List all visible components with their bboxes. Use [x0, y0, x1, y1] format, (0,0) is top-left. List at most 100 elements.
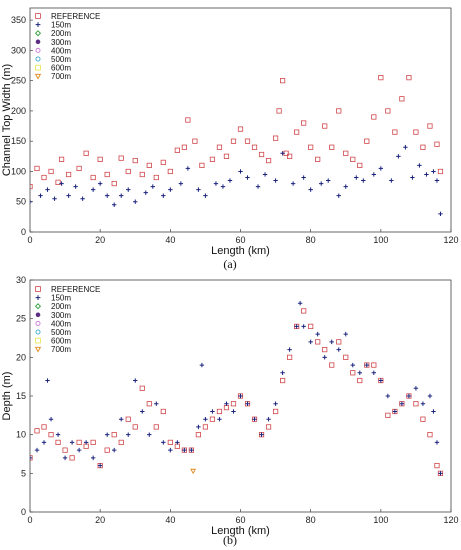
data-point-reference	[118, 155, 124, 161]
data-point-reference	[132, 157, 138, 164]
data-point-reference	[371, 362, 377, 368]
data-point-150m	[266, 417, 271, 422]
legend-label: 500m	[51, 55, 71, 64]
data-point-reference	[209, 416, 216, 422]
data-point-150m	[189, 447, 194, 453]
data-point-150m	[326, 178, 331, 183]
data-point-reference	[83, 150, 89, 156]
y-tick-label: 200	[11, 106, 26, 116]
y-tick-label: 0	[21, 227, 26, 237]
data-point-reference	[279, 78, 286, 84]
data-point-reference	[185, 117, 191, 123]
data-point-reference	[437, 168, 444, 175]
data-point-150m	[175, 440, 180, 445]
data-point-150m	[290, 181, 296, 186]
data-point-150m	[97, 181, 103, 186]
data-point-150m	[238, 393, 243, 399]
data-point-reference	[343, 354, 349, 360]
data-point-reference	[420, 416, 426, 422]
data-point-150m	[112, 202, 117, 207]
data-point-150m	[252, 417, 257, 422]
data-point-150m	[354, 175, 359, 180]
data-point-150m	[66, 193, 71, 198]
legend-label: 500m	[51, 328, 71, 337]
data-point-150m	[30, 455, 33, 461]
y-tick-label: 300	[11, 45, 26, 55]
data-point-150m	[389, 178, 394, 183]
data-point-150m	[76, 447, 82, 453]
data-point-150m	[59, 181, 64, 186]
data-point-150m	[378, 378, 384, 383]
data-point-150m	[406, 393, 412, 399]
legend-marker-500m	[35, 329, 41, 335]
data-point-150m	[140, 409, 145, 414]
data-point-reference	[167, 439, 173, 446]
data-point-reference	[111, 180, 117, 187]
data-point-150m	[178, 181, 184, 186]
data-point-reference	[427, 432, 433, 438]
data-point-reference	[30, 183, 33, 190]
legend-marker-reference	[35, 286, 41, 292]
x-tick-label: 100	[373, 235, 388, 245]
data-point-150m	[62, 455, 68, 461]
legend-marker-150m	[35, 22, 41, 27]
data-point-150m	[255, 184, 261, 189]
data-point-150m	[133, 378, 138, 383]
data-point-150m	[147, 432, 152, 437]
legend-marker-700m	[34, 346, 42, 353]
data-point-reference	[202, 424, 209, 430]
data-point-reference	[378, 75, 384, 81]
data-point-150m	[83, 440, 89, 445]
data-point-150m	[119, 417, 124, 422]
data-point-150m	[126, 187, 131, 192]
legend-label: 300m	[51, 311, 71, 320]
y-tick-label: 15	[16, 391, 26, 401]
legend-marker-400m	[35, 320, 41, 326]
data-point-150m	[371, 172, 377, 177]
data-point-150m	[431, 169, 436, 174]
data-point-reference	[41, 424, 47, 430]
data-point-150m	[203, 417, 208, 422]
data-point-reference	[139, 171, 145, 178]
data-point-150m	[343, 331, 348, 337]
data-point-150m	[48, 417, 54, 422]
data-point-reference	[276, 108, 282, 114]
legend-label: 700m	[51, 72, 71, 81]
data-point-reference	[237, 126, 244, 132]
data-point-reference	[125, 168, 131, 175]
data-point-reference	[69, 455, 75, 461]
data-point-150m	[262, 172, 268, 177]
legend-label: 400m	[51, 46, 71, 55]
data-point-150m	[245, 175, 250, 180]
legend-label: 150m	[51, 294, 71, 303]
data-point-150m	[315, 331, 320, 337]
data-point-reference	[357, 162, 363, 169]
x-tick-label: 100	[373, 515, 388, 525]
data-point-150m	[55, 432, 61, 437]
data-point-reference	[434, 462, 440, 469]
data-point-reference	[48, 432, 54, 438]
data-point-reference	[315, 339, 321, 345]
data-point-150m	[30, 199, 33, 204]
data-point-150m	[329, 339, 334, 345]
data-point-reference	[230, 138, 237, 144]
data-point-150m	[434, 440, 440, 445]
data-point-150m	[224, 401, 229, 406]
data-point-reference	[41, 174, 47, 181]
data-point-150m	[438, 471, 443, 476]
data-point-reference	[76, 439, 82, 446]
x-tick-label: 80	[306, 515, 316, 525]
panel-b: 0 20 40 60 80 100 120 0 5 10 15 20 25 30 Length (km) De…	[1, 275, 459, 537]
data-point-150m	[420, 401, 426, 406]
data-point-reference	[125, 416, 131, 422]
data-point-150m	[90, 187, 96, 192]
data-point-150m	[417, 163, 422, 168]
data-point-reference	[223, 153, 230, 159]
x-tick-label: 40	[165, 515, 175, 525]
y-tick-label: 20	[16, 352, 26, 362]
data-point-reference	[97, 156, 103, 162]
data-point-150m	[396, 154, 401, 159]
data-point-150m	[259, 432, 264, 437]
